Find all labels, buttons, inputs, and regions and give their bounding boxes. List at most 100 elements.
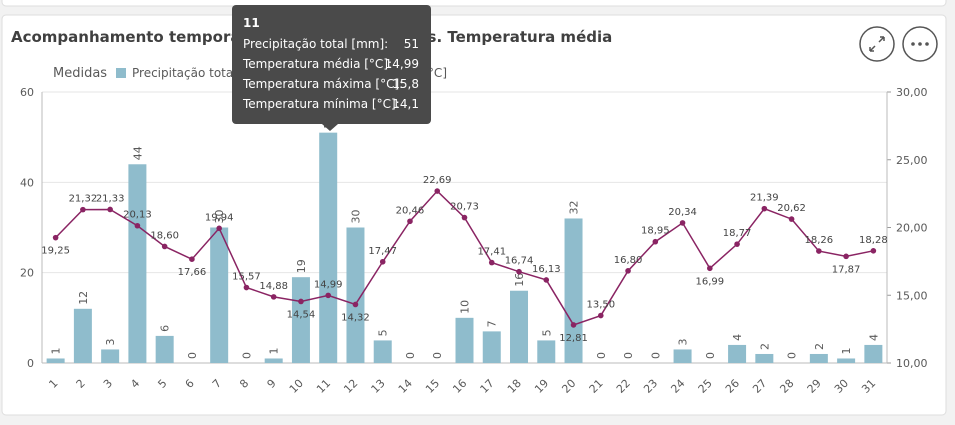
line-value-label: 21,33	[96, 193, 125, 204]
line-point	[816, 248, 822, 254]
line-point	[407, 218, 413, 225]
line-point	[788, 216, 795, 222]
tooltip-title: 11	[243, 16, 260, 30]
line-value-label: 21,32	[69, 194, 98, 205]
line-value-label: 20,46	[396, 205, 425, 216]
bar	[373, 340, 392, 363]
bar-value-label: 0	[649, 352, 662, 359]
line-point	[461, 214, 468, 221]
line-value-label: 14,32	[341, 312, 370, 323]
bar-value-label: 1	[50, 347, 63, 354]
bar	[537, 340, 556, 363]
bar	[319, 132, 338, 363]
line-value-label: 17,41	[477, 247, 506, 258]
bar	[264, 358, 283, 363]
line-value-label: 17,47	[368, 246, 397, 257]
line-point	[352, 301, 359, 308]
bar-value-label: 0	[186, 352, 199, 359]
line-point	[843, 253, 849, 260]
bar-value-label: 0	[431, 352, 444, 359]
tooltip-label: Precipitação total [mm]:	[243, 37, 388, 51]
y-tick-label: 20	[20, 267, 34, 280]
line-point	[761, 205, 768, 212]
line-point	[652, 238, 659, 245]
y-tick-label: 60	[20, 86, 34, 99]
bar-value-label: 1	[840, 347, 853, 354]
bar-value-label: 0	[595, 352, 608, 359]
line-value-label: 16,80	[614, 255, 643, 266]
line-value-label: 21,39	[750, 193, 779, 204]
tooltip: 11 Precipitação total [mm]: 51 Temperatura…	[232, 5, 431, 131]
line-value-label: 14,88	[259, 281, 288, 292]
line-value-label: 18,60	[150, 230, 179, 241]
legend-title: Medidas	[53, 66, 107, 81]
expand-button[interactable]	[859, 26, 895, 62]
bar-value-label: 3	[677, 338, 690, 345]
bar-value-label: 10	[459, 300, 472, 314]
bar	[346, 227, 365, 363]
bar-value-label: 44	[131, 146, 144, 160]
bar	[673, 349, 692, 363]
line-point	[107, 206, 113, 213]
bar	[73, 308, 92, 363]
bar	[809, 353, 828, 363]
tooltip-value: 15,8	[392, 77, 419, 91]
bar	[482, 331, 501, 363]
bar	[210, 227, 229, 363]
tooltip-label: Temperatura média [°C]:	[242, 57, 392, 71]
line-point	[270, 294, 277, 300]
bar-value-label: 5	[377, 329, 390, 336]
bar-value-label: 30	[349, 210, 362, 224]
bar-value-label: 0	[622, 352, 635, 359]
bar	[455, 317, 474, 363]
line-point	[597, 312, 604, 319]
bar	[755, 353, 774, 363]
line-point	[298, 298, 304, 305]
bar-value-label: 2	[813, 343, 826, 350]
line-value-label: 20,13	[123, 210, 152, 221]
line-point	[379, 258, 386, 265]
line-value-label: 22,69	[423, 175, 452, 186]
line-point	[625, 268, 631, 274]
line-point	[325, 292, 332, 299]
bar-value-label: 19	[295, 259, 308, 273]
line-value-label: 20,62	[777, 203, 806, 214]
bar-value-label: 1	[268, 347, 281, 354]
bar	[564, 218, 583, 363]
y2-tick-label: 25,00	[896, 154, 928, 167]
bar-value-label: 2	[758, 343, 771, 350]
line-value-label: 17,66	[178, 267, 207, 278]
more-button[interactable]	[902, 26, 938, 62]
bar-value-label: 0	[404, 352, 417, 359]
line-point	[80, 206, 86, 213]
bar-value-label: 12	[77, 291, 90, 305]
line-point	[570, 322, 577, 328]
bar	[101, 349, 120, 363]
y-tick-label: 0	[27, 357, 34, 370]
bar	[728, 344, 747, 363]
line-value-label: 14,54	[287, 309, 316, 320]
tooltip-label: Temperatura mínima [°C]:	[242, 97, 400, 111]
bar-value-label: 16	[513, 273, 526, 287]
line-point	[134, 222, 141, 229]
line-value-label: 19,25	[41, 246, 70, 257]
line-point	[189, 256, 195, 263]
tooltip-value: 14,1	[392, 97, 419, 111]
line-value-label: 18,77	[723, 228, 752, 239]
bar-value-label: 30	[213, 210, 226, 224]
bar-value-label: 4	[867, 334, 880, 341]
bar-value-label: 7	[486, 320, 499, 327]
line-value-label: 15,57	[232, 272, 261, 283]
tooltip-label: Temperatura máxima [°C]:	[242, 77, 403, 91]
bar	[291, 277, 310, 363]
line-value-label: 20,73	[450, 202, 479, 213]
line-point	[161, 243, 168, 250]
line-value-label: 12,81	[559, 333, 588, 344]
bar-value-label: 0	[240, 352, 253, 359]
previous-card	[1, 0, 947, 7]
line-point	[52, 234, 59, 241]
line-point	[516, 268, 522, 275]
bar-value-label: 0	[786, 352, 799, 359]
line-point	[216, 225, 222, 232]
